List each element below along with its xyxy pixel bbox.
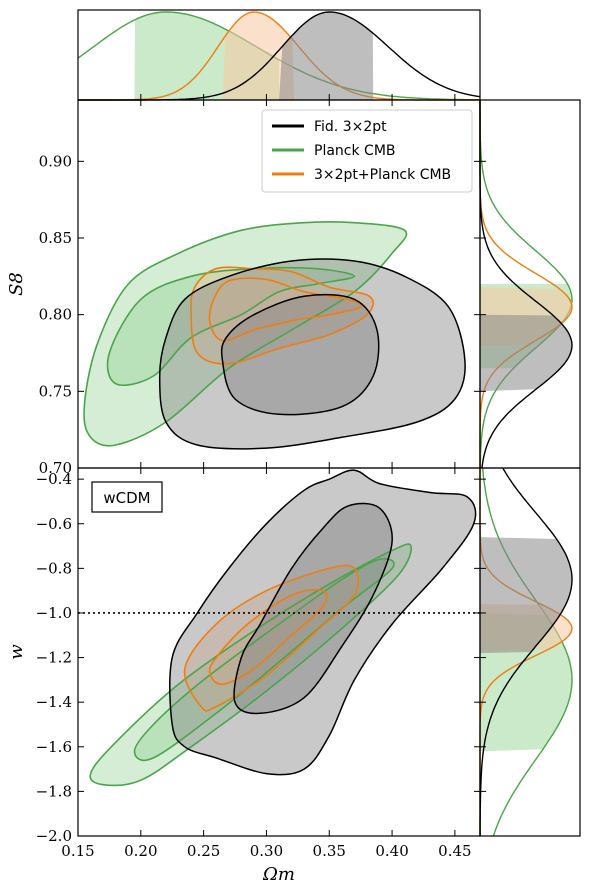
3-2pt-planck-cmb-omega-marginal-band [222, 12, 295, 101]
3-2pt-planck-cmb-omega_w-c68-contour [208, 589, 328, 686]
s8-tick-label: 0.70 [39, 459, 72, 477]
fid-3-2pt-s8_marginal-band [480, 314, 572, 392]
x-tick-label: 0.15 [61, 842, 94, 860]
fid-3-2pt-omega_w-c68-contour [233, 502, 393, 715]
fid-3-2pt-w_marginal-band [480, 537, 572, 654]
planck-cmb-omega_w-c68-contour [133, 558, 395, 762]
model-label-box [91, 481, 163, 513]
w-tick-label: −1.2 [36, 649, 72, 667]
x-tick-label: 0.25 [187, 842, 220, 860]
fid-3-2pt-omega-marginal-band [279, 12, 374, 100]
legend: Fid. 3×2pt Planck CMB 3×2pt+Planck CMB wCDM [91, 109, 473, 513]
w-tick-label: −1.0 [36, 604, 72, 622]
3-2pt-planck-cmb-omega_s8-c68-contour [208, 277, 363, 342]
w-tick-label: −1.6 [36, 738, 72, 756]
fid-3-2pt-omega_s8-c95-contour [158, 258, 466, 450]
x-tick-label: 0.35 [313, 842, 346, 860]
legend-label: 3×2pt+Planck CMB [314, 167, 451, 183]
w-tick-label: −1.8 [36, 782, 72, 800]
contour-fills [84, 221, 476, 786]
x-axis-label: Ωm [262, 864, 295, 885]
planck-cmb-omega_s8-c95-contour [83, 220, 408, 447]
w-tick-label: −0.8 [36, 559, 72, 577]
3-2pt-planck-cmb-omega_s8-c95-contour [190, 266, 374, 365]
fid-3-2pt-omega_s8-c68-fill [221, 294, 379, 415]
w-tick-label: −1.4 [36, 693, 72, 711]
fid-3-2pt-w_marginal-curve [479, 467, 573, 836]
x-tick-label: 0.45 [438, 842, 471, 860]
w-tick-label: −2.0 [36, 827, 72, 845]
model-label: wCDM [103, 489, 150, 507]
3-2pt-planck-cmb-omega_w-c95-contour [183, 564, 360, 712]
marginal-plots [77, 11, 573, 837]
w-marginal-frame [479, 467, 581, 837]
s8-tick-label: 0.80 [39, 306, 72, 324]
x-tick-label: 0.20 [124, 842, 157, 860]
s8-tick-label: 0.90 [39, 152, 72, 170]
fid-3-2pt-omega_s8-c68-contour [220, 293, 380, 416]
x-tick-label: 0.30 [250, 842, 283, 860]
s8-tick-label: 0.75 [39, 382, 72, 400]
legend-label: Planck CMB [314, 143, 396, 159]
x-tick-label: 0.40 [375, 842, 408, 860]
contour-lines [83, 220, 477, 787]
s8-tick-label: 0.85 [39, 229, 72, 247]
planck-cmb-omega_s8-c68-contour [106, 266, 356, 386]
w-axis-label: w [6, 644, 27, 660]
legend-box [261, 109, 473, 193]
planck-cmb-omega_w-c95-contour [89, 543, 412, 787]
fid-3-2pt-omega_w-c68-fill [234, 503, 393, 714]
w-tick-label: −0.6 [36, 515, 72, 533]
axes: 0.15 0.20 0.25 0.30 0.35 0.40 0.45 0.70 0.75 0.80… [6, 9, 581, 885]
legend-label: Fid. 3×2pt [314, 119, 387, 135]
s8-axis-label: S8 [6, 272, 27, 296]
planck-cmb-w_marginal-curve [481, 467, 573, 837]
fid-3-2pt-omega_w-c95-contour [169, 469, 477, 776]
w-tick-label: −0.4 [36, 470, 72, 488]
planck-cmb-omega_s8-c68-fill [107, 267, 355, 386]
